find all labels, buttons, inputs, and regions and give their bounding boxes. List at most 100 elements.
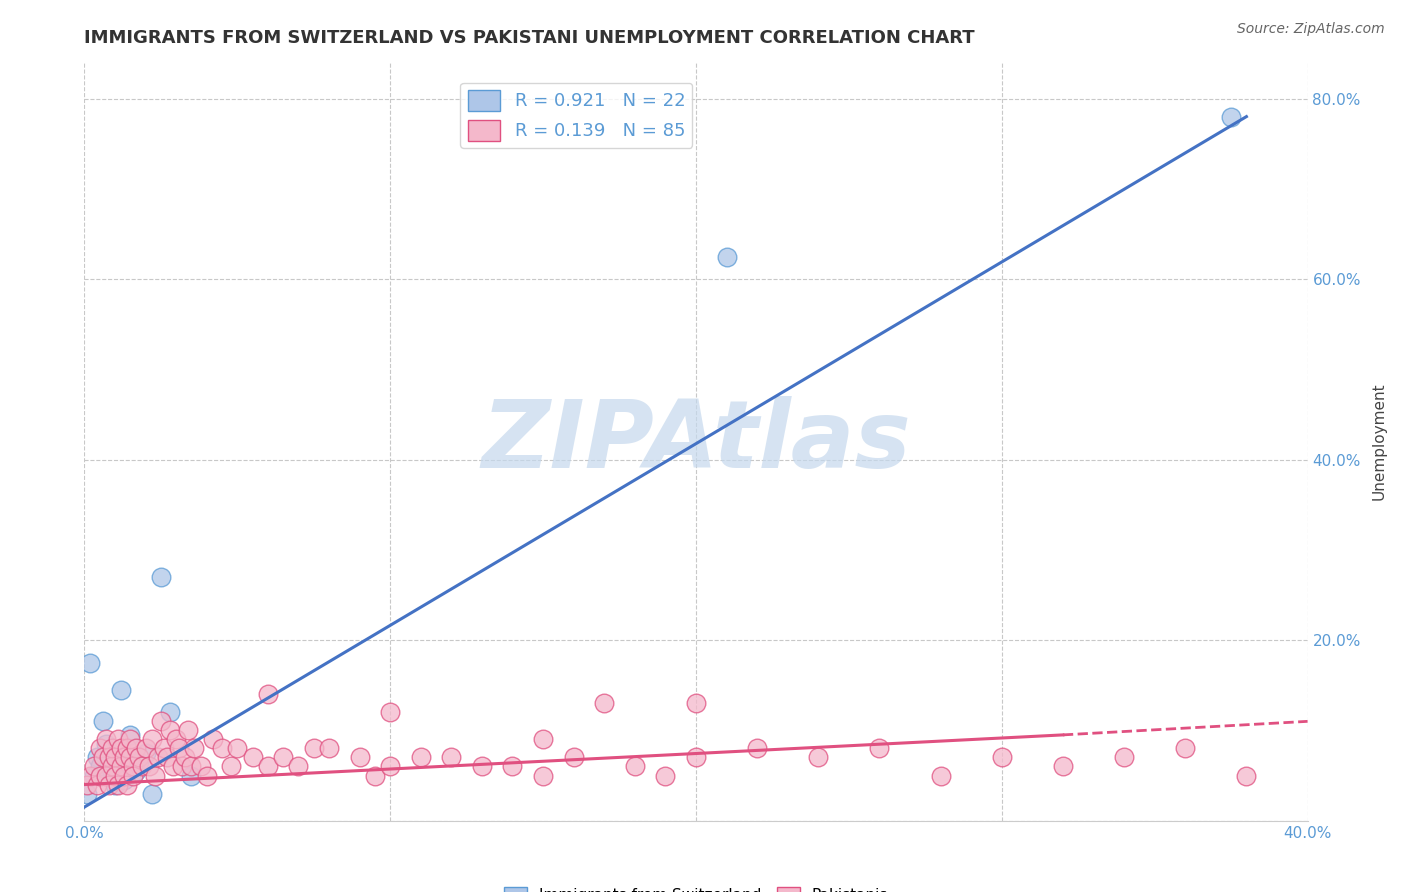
Point: [110, 682, 132, 697]
Point: [125, 741, 148, 756]
Point: [94, 732, 117, 747]
Point: [110, 741, 132, 756]
Point: [502, 759, 524, 773]
Point: [97, 778, 120, 792]
Point: [112, 768, 135, 782]
Point: [195, 768, 218, 782]
Point: [76, 787, 98, 801]
Point: [156, 750, 179, 764]
Point: [183, 741, 205, 756]
Point: [177, 723, 200, 738]
Point: [89, 741, 111, 756]
Point: [79, 768, 101, 782]
Point: [364, 768, 387, 782]
Point: [471, 759, 494, 773]
Point: [167, 741, 190, 756]
Point: [146, 750, 169, 764]
Point: [122, 759, 145, 773]
Point: [149, 570, 172, 584]
Point: [153, 741, 176, 756]
Point: [128, 755, 150, 769]
Point: [149, 714, 172, 729]
Point: [91, 750, 114, 764]
Point: [120, 732, 142, 747]
Point: [141, 787, 163, 801]
Point: [138, 759, 160, 773]
Point: [107, 732, 129, 747]
Point: [409, 750, 432, 764]
Point: [562, 750, 585, 764]
Y-axis label: Unemployment: Unemployment: [1372, 383, 1388, 500]
Point: [180, 768, 202, 782]
Point: [531, 768, 554, 782]
Point: [101, 764, 124, 778]
Point: [869, 741, 891, 756]
Point: [380, 759, 402, 773]
Point: [115, 778, 138, 792]
Point: [211, 741, 233, 756]
Text: IMMIGRANTS FROM SWITZERLAND VS PAKISTANI UNEMPLOYMENT CORRELATION CHART: IMMIGRANTS FROM SWITZERLAND VS PAKISTANI…: [84, 29, 974, 47]
Point: [172, 759, 194, 773]
Point: [807, 750, 830, 764]
Point: [685, 750, 707, 764]
Point: [86, 750, 108, 764]
Point: [112, 772, 135, 787]
Legend: Immigrants from Switzerland, Pakistanis: Immigrants from Switzerland, Pakistanis: [498, 881, 894, 892]
Point: [302, 741, 325, 756]
Point: [257, 687, 280, 701]
Point: [624, 759, 647, 773]
Point: [440, 750, 463, 764]
Point: [318, 741, 340, 756]
Point: [107, 778, 129, 792]
Point: [716, 250, 738, 264]
Point: [929, 768, 952, 782]
Point: [110, 759, 132, 773]
Point: [159, 706, 181, 720]
Point: [165, 732, 187, 747]
Point: [122, 768, 145, 782]
Point: [219, 759, 242, 773]
Point: [685, 696, 707, 710]
Point: [131, 759, 153, 773]
Point: [79, 656, 101, 670]
Text: ZIPAtlas: ZIPAtlas: [481, 395, 911, 488]
Point: [141, 732, 163, 747]
Point: [112, 750, 135, 764]
Point: [180, 759, 202, 773]
Point: [593, 696, 616, 710]
Point: [86, 778, 108, 792]
Point: [101, 759, 124, 773]
Point: [120, 750, 142, 764]
Point: [1236, 768, 1258, 782]
Point: [104, 778, 127, 792]
Point: [1052, 759, 1074, 773]
Point: [349, 750, 371, 764]
Point: [135, 746, 157, 760]
Point: [91, 714, 114, 729]
Point: [159, 723, 181, 738]
Point: [143, 768, 166, 782]
Point: [120, 728, 142, 742]
Point: [83, 759, 105, 773]
Point: [104, 750, 127, 764]
Point: [89, 759, 111, 773]
Point: [1114, 750, 1136, 764]
Point: [97, 755, 120, 769]
Point: [226, 741, 249, 756]
Point: [654, 768, 676, 782]
Point: [115, 741, 138, 756]
Point: [1220, 110, 1243, 124]
Point: [747, 741, 769, 756]
Point: [76, 778, 98, 792]
Point: [135, 741, 157, 756]
Point: [128, 750, 150, 764]
Point: [104, 768, 127, 782]
Point: [94, 737, 117, 751]
Point: [83, 768, 105, 782]
Point: [174, 750, 197, 764]
Point: [1174, 741, 1197, 756]
Point: [257, 759, 280, 773]
Point: [89, 768, 111, 782]
Point: [162, 759, 184, 773]
Point: [125, 764, 148, 778]
